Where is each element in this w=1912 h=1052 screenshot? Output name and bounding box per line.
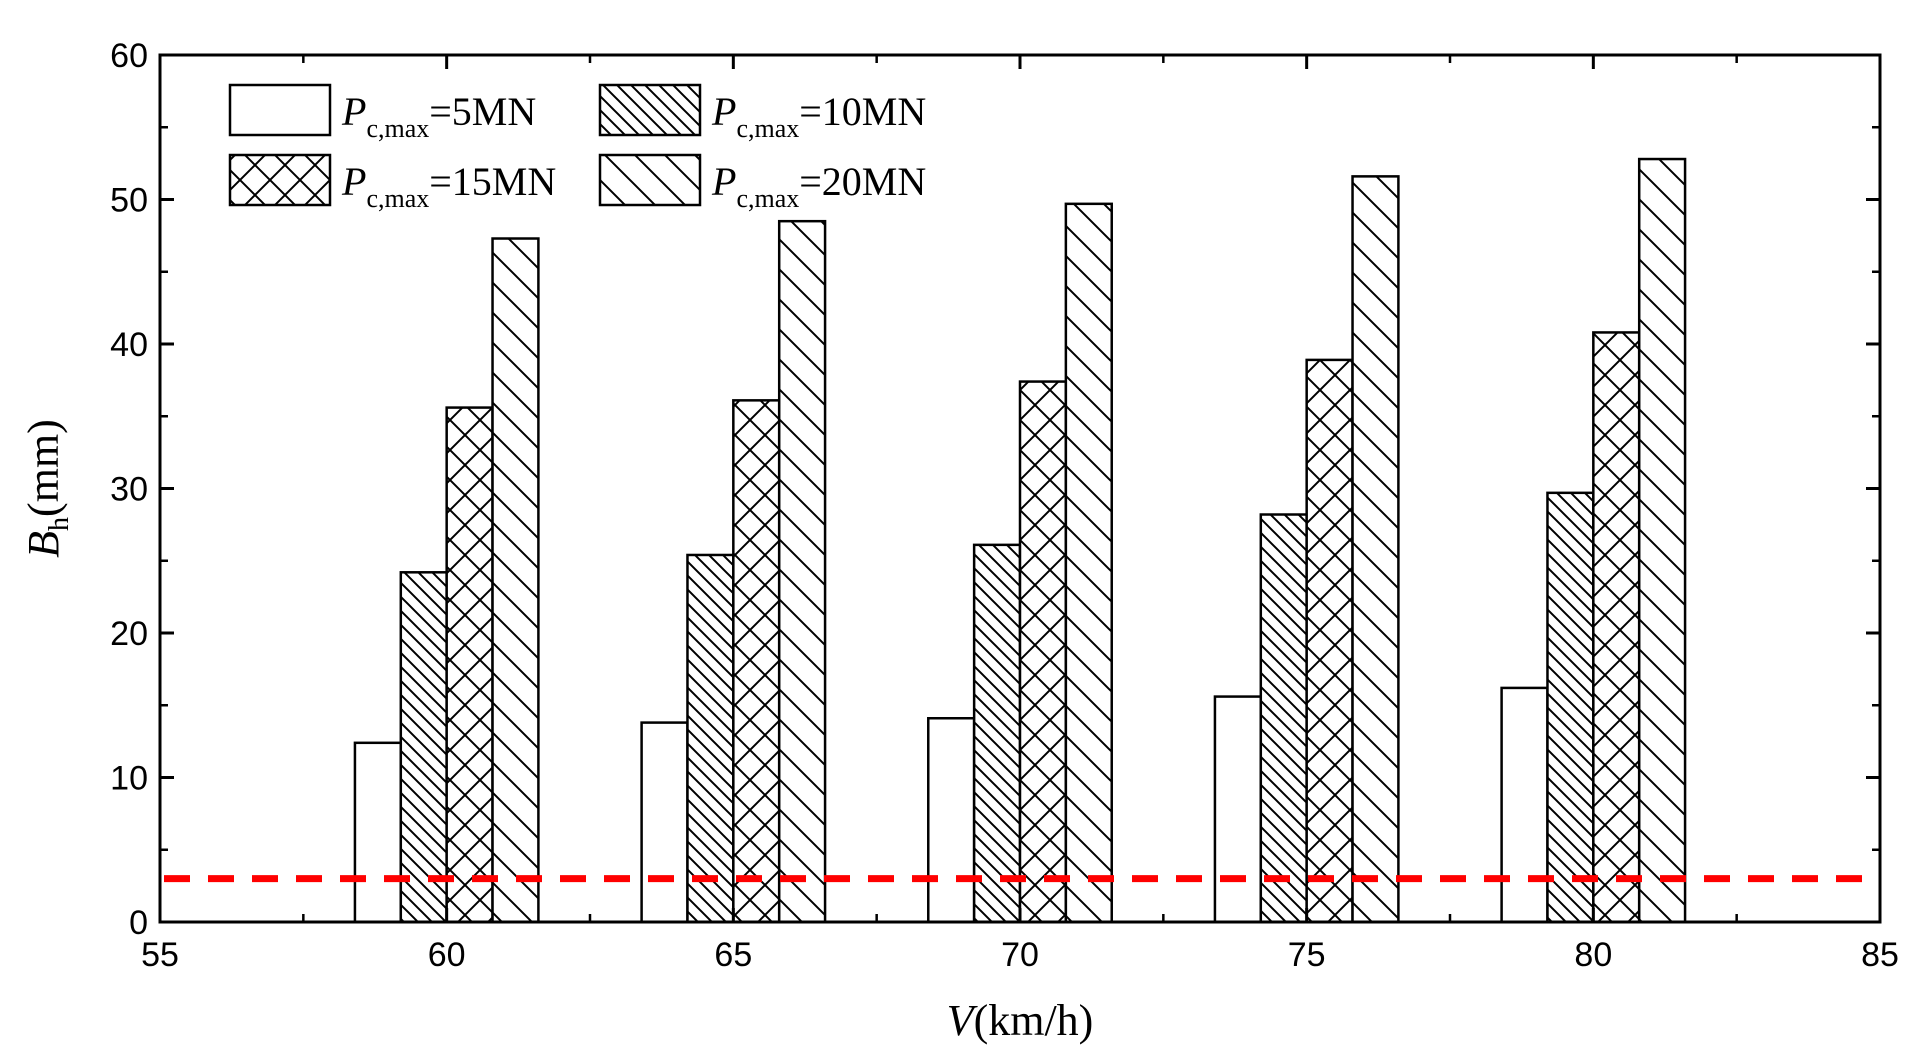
- x-axis-var: V: [947, 996, 979, 1045]
- legend: Pc,max=5MN Pc,max=10MN Pc,max=15MN Pc,max=2…: [228, 83, 926, 213]
- legend-swatch-Pc,max=10MN: [598, 83, 702, 137]
- bar-75-Pc,max=15MN: [1305, 358, 1354, 924]
- legend-label-Pc,max=20MN: Pc,max=20MN: [711, 159, 926, 213]
- bar-60-Pc,max=15MN: [445, 406, 494, 924]
- bars-group: [353, 157, 1687, 924]
- bar-80-Pc,max=15MN: [1592, 331, 1641, 924]
- y-axis-sub: h: [44, 517, 75, 531]
- y-tick-label: 40: [110, 326, 148, 364]
- y-tick-label: 60: [110, 37, 148, 75]
- legend-label-Pc,max=5MN: Pc,max=5MN: [341, 89, 536, 143]
- bar-60-Pc,max=5MN: [353, 741, 403, 924]
- x-tick-label: 65: [714, 936, 752, 974]
- y-tick-label: 20: [110, 615, 148, 653]
- y-tick-label: 30: [110, 471, 148, 509]
- legend-swatch-Pc,max=15MN: [228, 153, 332, 207]
- bar-80-Pc,max=10MN: [1546, 491, 1595, 924]
- legend-swatch-Pc,max=20MN: [598, 153, 702, 207]
- ticks-group: 55 60 65 70 75 80 85 0 10 20 30 40 50 60: [110, 37, 1899, 974]
- x-tick-label: 55: [141, 936, 179, 974]
- bar-80-Pc,max=5MN: [1500, 686, 1549, 924]
- y-axis-var: B: [19, 531, 68, 558]
- x-tick-label: 75: [1288, 936, 1326, 974]
- legend-swatch-Pc,max=5MN: [228, 83, 332, 137]
- bar-70-Pc,max=10MN: [972, 543, 1022, 924]
- bar-80-Pc,max=20MN: [1637, 157, 1687, 924]
- legend-label-Pc,max=15MN: Pc,max=15MN: [341, 159, 556, 213]
- bar-75-Pc,max=10MN: [1259, 513, 1308, 924]
- x-tick-label: 70: [1001, 936, 1039, 974]
- bar-65-Pc,max=20MN: [777, 219, 827, 924]
- x-axis-title: V(km/h): [947, 996, 1094, 1045]
- y-tick-label: 10: [110, 760, 148, 798]
- x-axis-unit: (km/h): [974, 996, 1094, 1045]
- bar-70-Pc,max=5MN: [927, 717, 976, 924]
- x-tick-label: 80: [1574, 936, 1612, 974]
- bar-70-Pc,max=20MN: [1064, 202, 1113, 924]
- y-axis-unit: (mm): [19, 419, 68, 517]
- bar-70-Pc,max=15MN: [1018, 380, 1068, 924]
- bar-65-Pc,max=10MN: [686, 553, 735, 924]
- y-tick-label: 50: [110, 182, 148, 220]
- bar-65-Pc,max=5MN: [640, 721, 689, 924]
- legend-label-Pc,max=10MN: Pc,max=10MN: [711, 89, 926, 143]
- x-tick-label: 60: [428, 936, 466, 974]
- y-axis-title: Bh(mm): [19, 419, 75, 558]
- bar-60-Pc,max=10MN: [399, 571, 448, 924]
- bar-60-Pc,max=20MN: [491, 237, 540, 924]
- bar-75-Pc,max=5MN: [1213, 695, 1263, 924]
- bar-65-Pc,max=15MN: [732, 399, 781, 924]
- x-tick-label: 85: [1861, 936, 1899, 974]
- y-tick-label: 0: [129, 904, 148, 942]
- bar-75-Pc,max=20MN: [1351, 175, 1400, 924]
